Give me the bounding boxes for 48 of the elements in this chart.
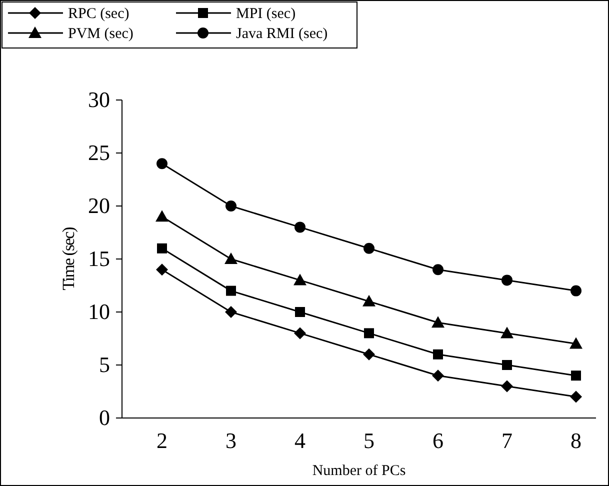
y-tick-label: 25 (88, 140, 110, 165)
y-axis-title: Time (sec) (59, 227, 78, 290)
point (294, 327, 306, 340)
legend-label: MPI (sec) (236, 6, 296, 22)
point (570, 285, 582, 296)
point (432, 264, 444, 276)
x-tick-label: 5 (364, 428, 374, 453)
y-tick-label: 5 (99, 352, 110, 377)
point (570, 337, 582, 349)
y-tick-label: 20 (88, 193, 110, 218)
point (295, 307, 305, 317)
point (501, 380, 513, 392)
y-tick-label: 0 (99, 405, 110, 430)
point (226, 286, 236, 296)
point (570, 390, 582, 403)
point (364, 242, 374, 254)
point (432, 370, 444, 382)
point (502, 274, 512, 286)
point (362, 294, 376, 306)
legend-label: PVM (sec) (68, 26, 134, 42)
point (433, 349, 443, 360)
point (571, 370, 581, 381)
point (294, 222, 306, 233)
legend-label: RPC (sec) (68, 6, 130, 22)
point (156, 264, 168, 276)
y-tick-label: 10 (88, 299, 110, 324)
point (224, 252, 238, 264)
x-tick-label: 3 (226, 428, 236, 453)
x-tick-label: 4 (294, 428, 306, 453)
point (157, 243, 167, 254)
legend-label: Java RMI (sec) (236, 26, 328, 42)
point (432, 316, 444, 328)
point (156, 210, 168, 222)
point (294, 274, 306, 286)
y-tick-label: 30 (88, 87, 110, 112)
point (500, 326, 514, 338)
x-tick-label: 7 (502, 428, 512, 453)
point (363, 348, 375, 360)
x-tick-label: 8 (570, 428, 582, 453)
point (364, 328, 374, 338)
point (156, 158, 168, 170)
point (502, 360, 512, 370)
x-tick-label: 6 (432, 428, 444, 453)
point (226, 200, 236, 212)
x-tick-label: 2 (156, 428, 168, 453)
x-axis-title: Number of PCs (312, 463, 406, 479)
point (225, 306, 237, 318)
y-tick-label: 15 (88, 246, 110, 271)
